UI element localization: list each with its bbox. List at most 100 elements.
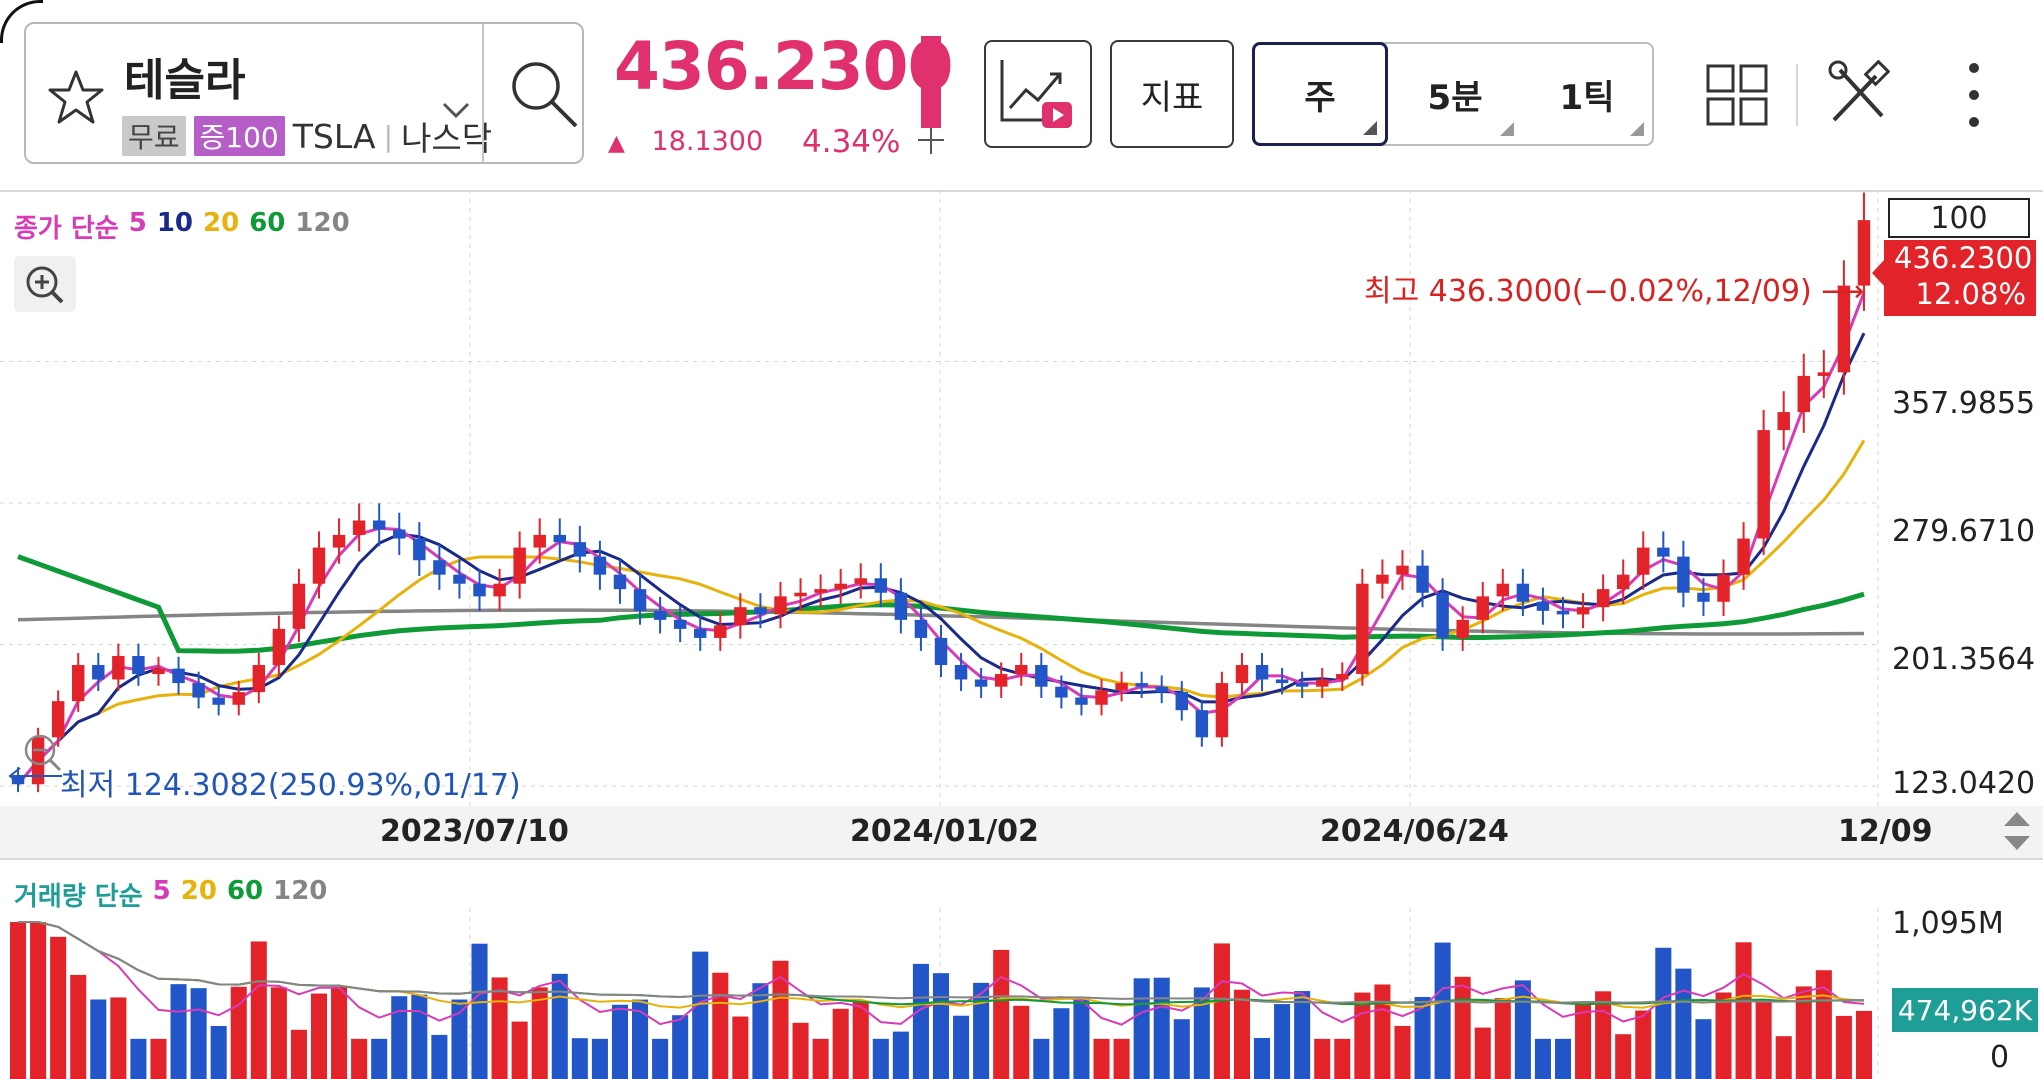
volume-bar: [1775, 1036, 1792, 1079]
candle-body: [152, 668, 165, 675]
volume-bar: [1254, 1038, 1271, 1079]
scroll-updown-icon[interactable]: [2000, 808, 2034, 854]
volume-bar: [1073, 998, 1090, 1079]
x-axis[interactable]: [0, 806, 2043, 858]
volume-y-tick-label: 0: [1990, 1040, 2010, 1075]
change-amount-value: 18.1300: [651, 126, 764, 157]
candle-body: [573, 542, 587, 557]
tools-icon[interactable]: [1826, 60, 1890, 128]
volume-bar: [551, 973, 568, 1079]
period-tab-5min[interactable]: 5분: [1388, 44, 1522, 144]
search-icon[interactable]: [504, 54, 584, 134]
volume-bar: [1153, 977, 1170, 1079]
candle-body: [1015, 665, 1028, 675]
volume-bar: [30, 922, 47, 1079]
volume-bar: [391, 996, 408, 1079]
candle-body: [834, 583, 847, 590]
visible-count-box[interactable]: 100: [1888, 198, 2030, 238]
grid-icon[interactable]: [1706, 64, 1768, 126]
zoom-out-icon[interactable]: [20, 730, 64, 774]
volume-bar: [752, 983, 769, 1079]
indicator-button-label: 지표: [1140, 77, 1204, 118]
candle-body: [714, 625, 727, 638]
indicator-button[interactable]: 지표: [1110, 40, 1234, 148]
volume-bar: [892, 1031, 909, 1079]
candle-body: [1295, 683, 1309, 687]
volume-bar: [1013, 1005, 1030, 1079]
volume-bar: [712, 972, 729, 1079]
candle-body: [1556, 610, 1570, 615]
candle-body: [212, 697, 225, 705]
y-tick-label: 279.6710: [1892, 514, 2036, 549]
change-percent: 4.34%: [802, 124, 901, 160]
volume-bar: [1334, 1038, 1351, 1079]
more-icon[interactable]: [1962, 60, 1986, 130]
x-tick-label: 2024/01/02: [850, 814, 1039, 849]
volume-bar: [1454, 976, 1471, 1079]
high-price-text: 최고 436.3000(−0.02%,12/09): [1364, 274, 1812, 309]
chevron-down-icon[interactable]: [436, 90, 476, 130]
candle-body: [1436, 592, 1449, 638]
volume-legend-prefix: 거래량 단순: [14, 882, 143, 912]
volume-legend[interactable]: 거래량 단순 5 20 60 120: [14, 876, 327, 913]
candle-body: [1637, 547, 1650, 575]
candle-body: [1717, 574, 1730, 602]
candle-body: [1175, 692, 1188, 711]
candle-body: [1155, 686, 1168, 693]
candle-body: [633, 589, 647, 611]
candle-body: [1737, 538, 1750, 575]
volume-bar: [471, 943, 488, 1079]
volume-bar: [1193, 987, 1210, 1079]
market-label: 나스닥: [401, 119, 493, 156]
star-icon[interactable]: [44, 66, 108, 130]
volume-bar: [1274, 1004, 1291, 1079]
mini-candle-icon: [918, 36, 944, 154]
candle-body: [593, 556, 607, 575]
candle-body: [934, 637, 948, 666]
volume-bar: [210, 1025, 227, 1079]
volume-bar: [1314, 1038, 1331, 1079]
candle-body: [1135, 683, 1148, 687]
free-badge: 무료: [122, 116, 186, 156]
period-tab-week[interactable]: 주: [1252, 42, 1388, 146]
candle-body: [1817, 372, 1831, 376]
volume-chart[interactable]: [0, 908, 1880, 1079]
ma-legend[interactable]: 종가 단순 5 10 20 60 120: [14, 208, 350, 245]
volume-bar: [932, 973, 950, 1079]
y-tick-label: 357.9855: [1892, 386, 2036, 421]
volume-bar: [531, 987, 548, 1079]
x-tick-label: 2024/06/24: [1320, 814, 1509, 849]
volume-bar: [331, 986, 348, 1079]
high-price-label: 최고 436.3000(−0.02%,12/09) ⟶: [1364, 266, 1864, 310]
ma60-label: 60: [249, 208, 286, 238]
zoom-button[interactable]: [14, 256, 76, 312]
period-tab-1tick[interactable]: 1틱: [1522, 44, 1652, 144]
volume-bar: [351, 1038, 368, 1079]
corner-indicator-icon: [1500, 122, 1514, 136]
volume-bar: [1615, 1034, 1632, 1079]
candle-body: [1075, 697, 1088, 705]
candle-body: [794, 592, 807, 597]
candle-body: [393, 529, 406, 539]
candle-body: [1416, 565, 1429, 593]
candle-body: [1536, 601, 1550, 611]
volume-bar: [491, 977, 508, 1079]
price-chart[interactable]: [0, 190, 1880, 806]
corner-indicator-icon: [1363, 121, 1377, 135]
x-tick-label: 12/09: [1838, 814, 1933, 849]
volume-bar: [1655, 947, 1672, 1079]
volume-bar: [692, 951, 709, 1079]
chart-video-button[interactable]: [984, 40, 1092, 148]
last-volume-tag: 474,962K: [1892, 988, 2038, 1032]
candle-body: [1316, 679, 1329, 687]
candle-body: [1516, 583, 1530, 602]
last-price-value: 436.2300: [1894, 241, 2033, 275]
volume-bar: [90, 999, 107, 1079]
stock-selector[interactable]: 테슬라 무료 증100 TSLA | 나스닥: [24, 22, 584, 164]
candle-body: [1195, 710, 1209, 738]
candle-body: [352, 520, 366, 535]
corner-indicator-icon: [1630, 122, 1644, 136]
candle-body: [1235, 665, 1249, 684]
volume-bar: [1795, 986, 1812, 1079]
volume-y-tick-label: 1,095M: [1892, 906, 2004, 941]
